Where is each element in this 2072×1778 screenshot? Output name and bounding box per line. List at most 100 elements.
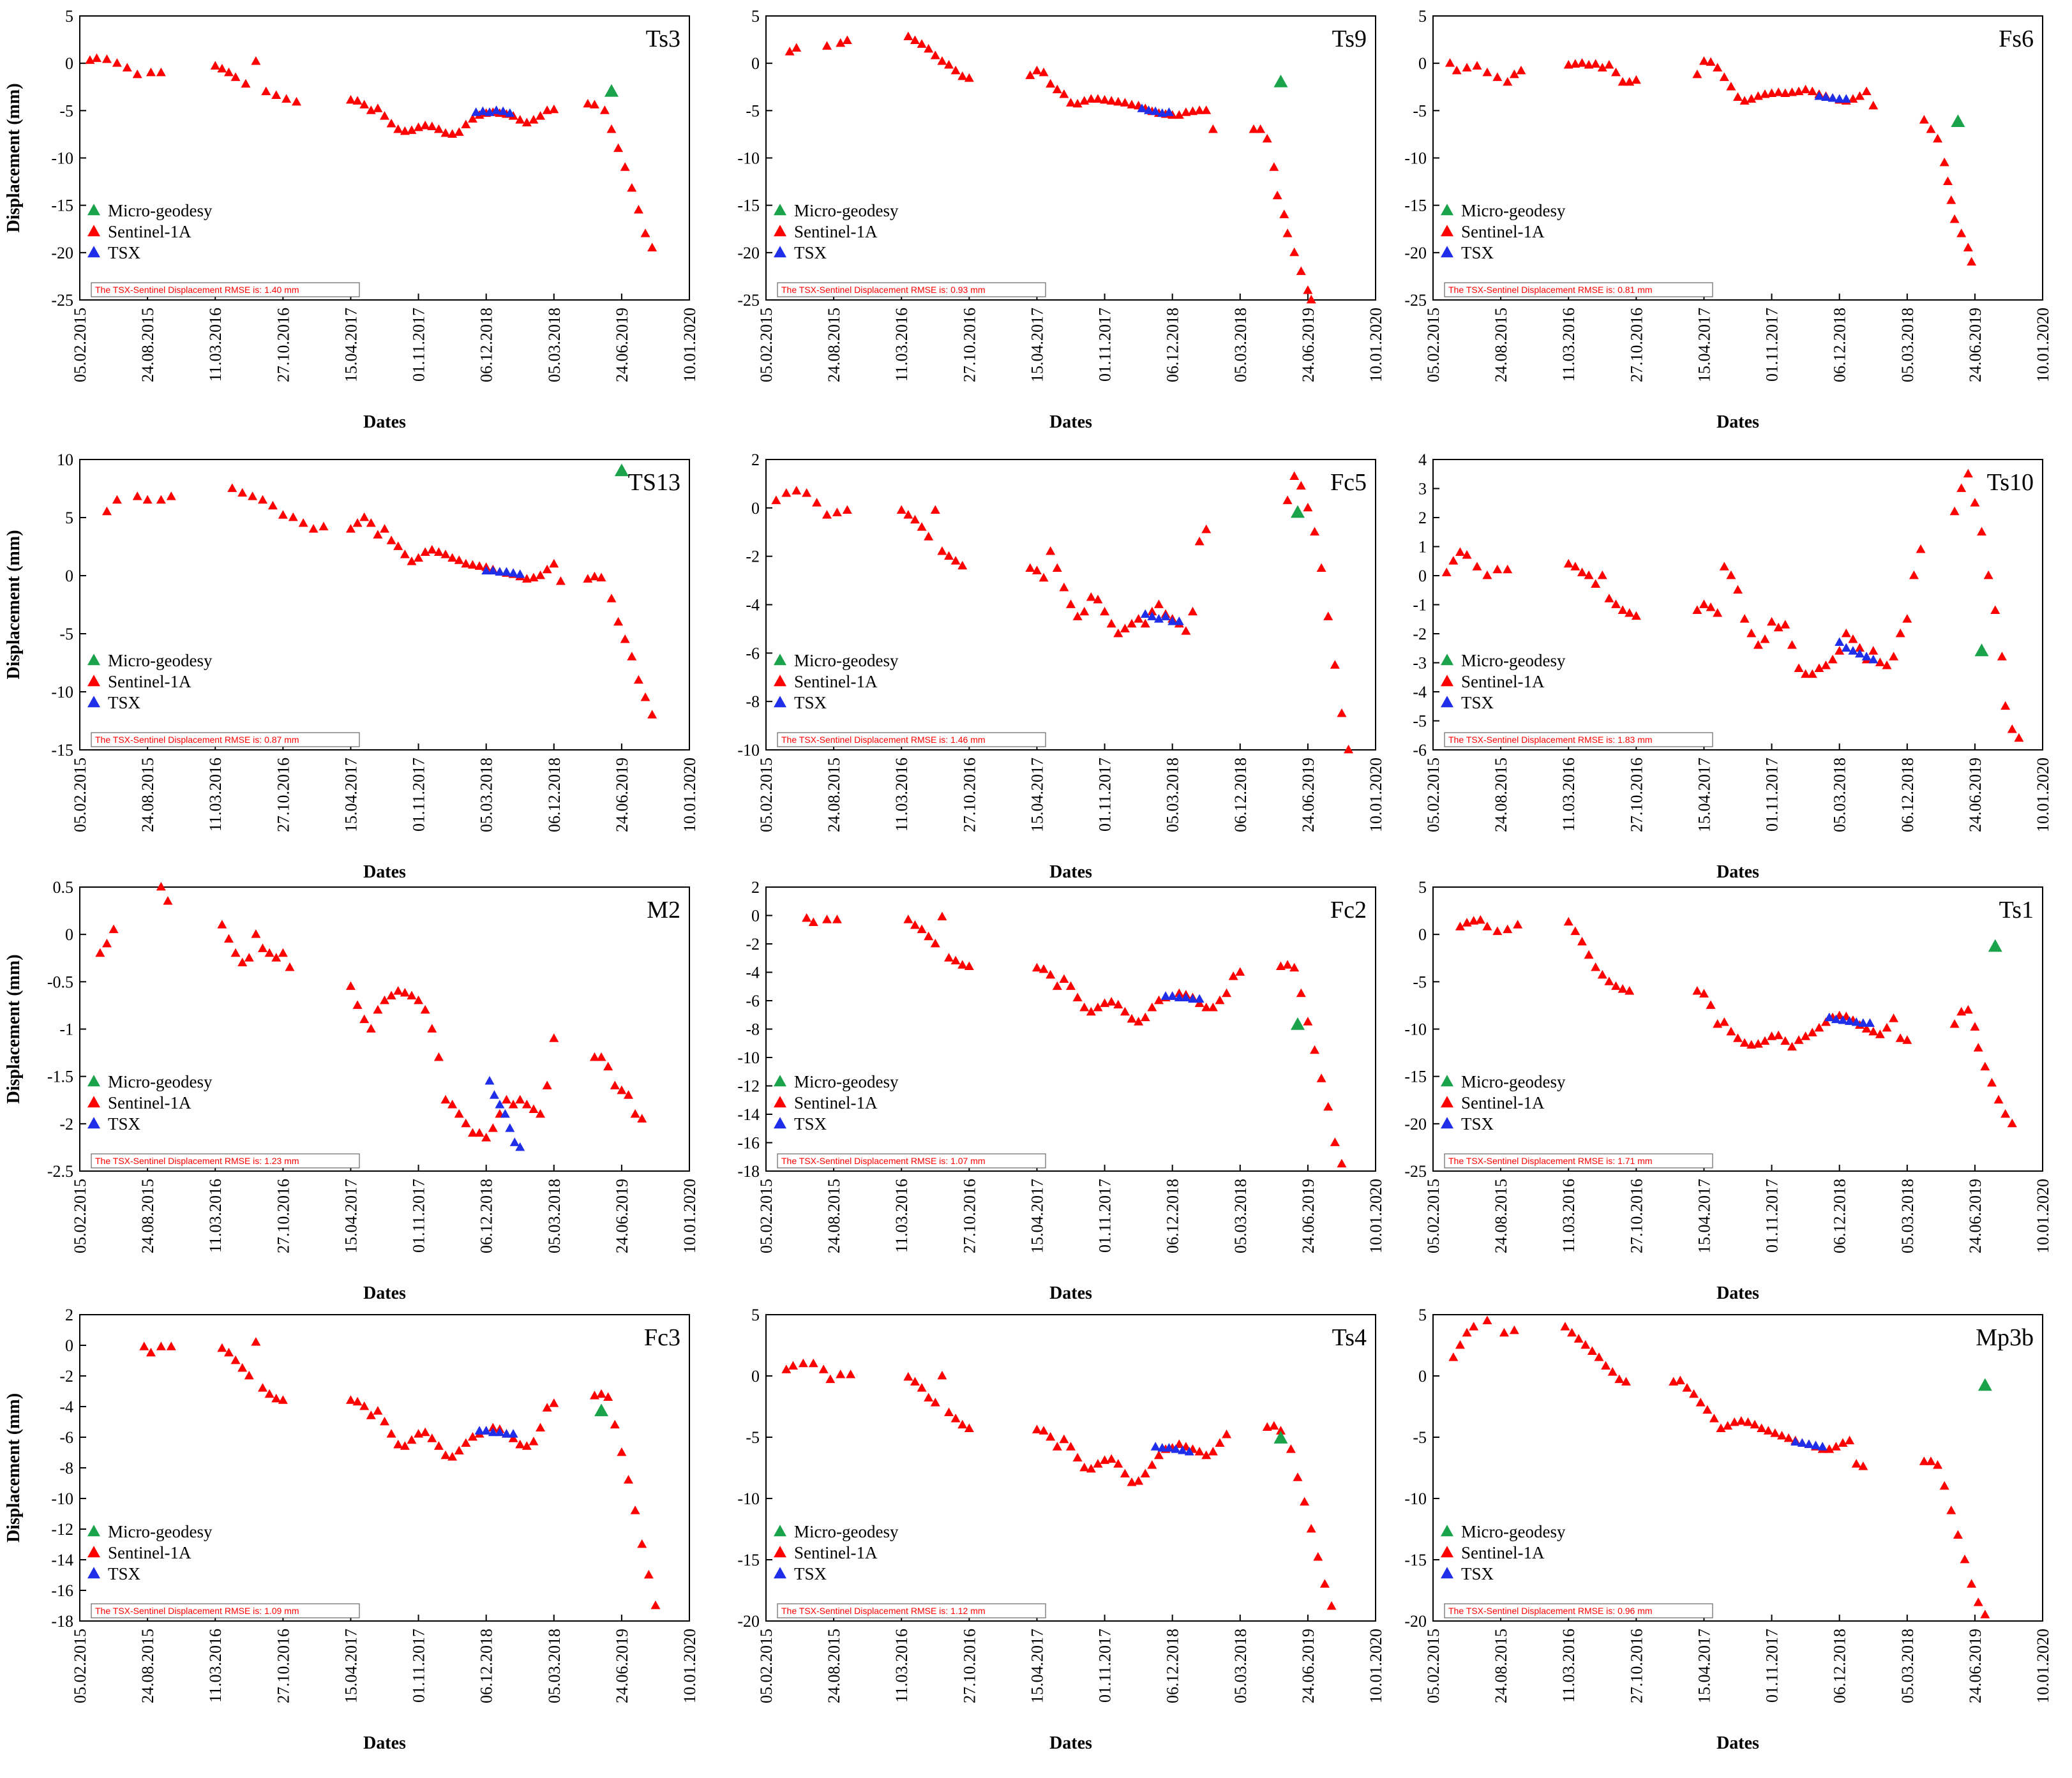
legend-marker bbox=[87, 654, 100, 666]
data-point-micro-geodesy bbox=[614, 463, 629, 477]
data-point-sentinel-1a bbox=[613, 616, 624, 626]
data-point-tsx bbox=[500, 1109, 510, 1118]
data-point-sentinel-1a bbox=[1831, 1442, 1841, 1451]
x-tick-label: 01.11.2017 bbox=[410, 308, 428, 382]
data-point-sentinel-1a bbox=[278, 948, 288, 957]
y-tick-label: -5 bbox=[59, 625, 73, 643]
x-tick-label: 11.03.2016 bbox=[892, 308, 911, 382]
data-point-sentinel-1a bbox=[1699, 599, 1709, 608]
x-tick-label: 11.03.2016 bbox=[1559, 758, 1578, 832]
data-point-sentinel-1a bbox=[1787, 640, 1797, 649]
x-tick-label: 27.10.2016 bbox=[960, 308, 979, 382]
x-tick-label: 15.04.2017 bbox=[1028, 1629, 1046, 1703]
x-tick-label: 24.06.2019 bbox=[1966, 758, 1985, 832]
y-tick-label: -8 bbox=[746, 692, 760, 711]
data-point-sentinel-1a bbox=[1607, 1367, 1618, 1376]
legend-label: TSX bbox=[794, 243, 827, 262]
data-point-sentinel-1a bbox=[467, 1431, 477, 1441]
data-point-sentinel-1a bbox=[1039, 1426, 1049, 1435]
y-tick-label: -15 bbox=[51, 741, 73, 759]
data-point-sentinel-1a bbox=[1689, 1389, 1699, 1398]
data-point-sentinel-1a bbox=[1296, 266, 1306, 275]
data-point-micro-geodesy bbox=[594, 1403, 609, 1417]
data-point-sentinel-1a bbox=[1279, 209, 1289, 218]
data-point-sentinel-1a bbox=[1587, 1346, 1597, 1355]
chart-panel-m2: 0.5 0 -0.5 -1 -1.5 -2 -2.505.02.2015 24.08.2015… bbox=[4, 878, 699, 1303]
x-tick-label: 01.11.2017 bbox=[1096, 758, 1115, 832]
data-point-sentinel-1a bbox=[1120, 1006, 1130, 1016]
data-point-sentinel-1a bbox=[1046, 969, 1056, 979]
legend-marker bbox=[1441, 1546, 1453, 1558]
data-point-sentinel-1a bbox=[1215, 995, 1225, 1005]
data-point-sentinel-1a bbox=[467, 560, 477, 569]
data-point-sentinel-1a bbox=[630, 1505, 640, 1514]
x-tick-label: 06.12.2018 bbox=[1831, 1179, 1849, 1253]
data-point-sentinel-1a bbox=[1895, 1033, 1905, 1042]
y-tick-label: -15 bbox=[1404, 197, 1427, 215]
data-point-sentinel-1a bbox=[1113, 628, 1123, 638]
data-point-sentinel-1a bbox=[910, 514, 920, 524]
legend-label: Micro-geodesy bbox=[1461, 1522, 1566, 1541]
data-point-sentinel-1a bbox=[1106, 997, 1116, 1006]
station-label: M2 bbox=[647, 897, 680, 923]
y-tick-label: 0 bbox=[65, 925, 73, 944]
data-point-sentinel-1a bbox=[522, 117, 532, 127]
data-point-sentinel-1a bbox=[1282, 960, 1293, 969]
data-point-sentinel-1a bbox=[163, 896, 173, 905]
data-point-sentinel-1a bbox=[1025, 70, 1035, 79]
data-point-sentinel-1a bbox=[1462, 63, 1472, 71]
data-point-sentinel-1a bbox=[386, 1429, 396, 1438]
data-point-sentinel-1a bbox=[771, 495, 781, 504]
data-point-sentinel-1a bbox=[1726, 82, 1736, 91]
data-point-sentinel-1a bbox=[1807, 86, 1817, 96]
data-point-tsx bbox=[488, 565, 498, 575]
data-point-sentinel-1a bbox=[1787, 87, 1797, 96]
data-point-sentinel-1a bbox=[427, 544, 437, 554]
data-point-sentinel-1a bbox=[1174, 1439, 1184, 1448]
data-point-sentinel-1a bbox=[1235, 967, 1245, 976]
plot-frame bbox=[1432, 15, 2043, 301]
data-point-sentinel-1a bbox=[223, 67, 234, 77]
data-point-sentinel-1a bbox=[1303, 1017, 1313, 1026]
data-point-sentinel-1a bbox=[461, 119, 471, 128]
x-tick-label: 27.10.2016 bbox=[274, 1629, 292, 1703]
station-label: Ts3 bbox=[646, 26, 680, 52]
data-point-sentinel-1a bbox=[1153, 995, 1164, 1005]
data-point-sentinel-1a bbox=[264, 1389, 274, 1398]
data-point-sentinel-1a bbox=[1093, 1459, 1103, 1468]
data-point-tsx bbox=[1835, 637, 1845, 646]
data-point-sentinel-1a bbox=[1604, 976, 1614, 985]
rmse-box bbox=[91, 1603, 360, 1618]
legend-marker bbox=[1441, 654, 1453, 666]
data-point-sentinel-1a bbox=[1960, 1554, 1970, 1564]
data-point-sentinel-1a bbox=[386, 119, 396, 128]
y-tick-label: -6 bbox=[1413, 741, 1427, 759]
data-point-tsx bbox=[1851, 1017, 1861, 1026]
y-tick-label: -5 bbox=[746, 1428, 760, 1447]
data-point-tsx bbox=[1188, 994, 1197, 1003]
data-point-sentinel-1a bbox=[1570, 59, 1580, 68]
x-tick-label: 06.12.2018 bbox=[477, 1629, 496, 1703]
rmse-text: The TSX-Sentinel Displacement RMSE is: 1… bbox=[1448, 1156, 1653, 1166]
data-point-sentinel-1a bbox=[1330, 1137, 1340, 1146]
x-tick-label: 05.02.2015 bbox=[757, 308, 776, 382]
data-point-sentinel-1a bbox=[1310, 1045, 1319, 1054]
data-point-sentinel-1a bbox=[1618, 605, 1628, 614]
y-tick-label: -10 bbox=[737, 1490, 760, 1508]
data-point-micro-geodesy bbox=[1974, 643, 1989, 657]
legend-label: TSX bbox=[794, 1564, 827, 1583]
legend-marker bbox=[87, 1075, 100, 1087]
plot-frame bbox=[79, 1314, 690, 1622]
legend-marker bbox=[1441, 246, 1453, 258]
data-point-sentinel-1a bbox=[366, 1410, 376, 1419]
data-point-sentinel-1a bbox=[1194, 536, 1205, 546]
data-point-sentinel-1a bbox=[1597, 570, 1607, 579]
data-point-sentinel-1a bbox=[447, 1452, 458, 1461]
data-point-sentinel-1a bbox=[345, 94, 356, 104]
data-point-sentinel-1a bbox=[930, 1398, 940, 1407]
data-point-sentinel-1a bbox=[1093, 1003, 1103, 1012]
data-point-tsx bbox=[1184, 1446, 1194, 1456]
data-point-sentinel-1a bbox=[822, 510, 832, 519]
data-point-sentinel-1a bbox=[788, 1361, 798, 1370]
